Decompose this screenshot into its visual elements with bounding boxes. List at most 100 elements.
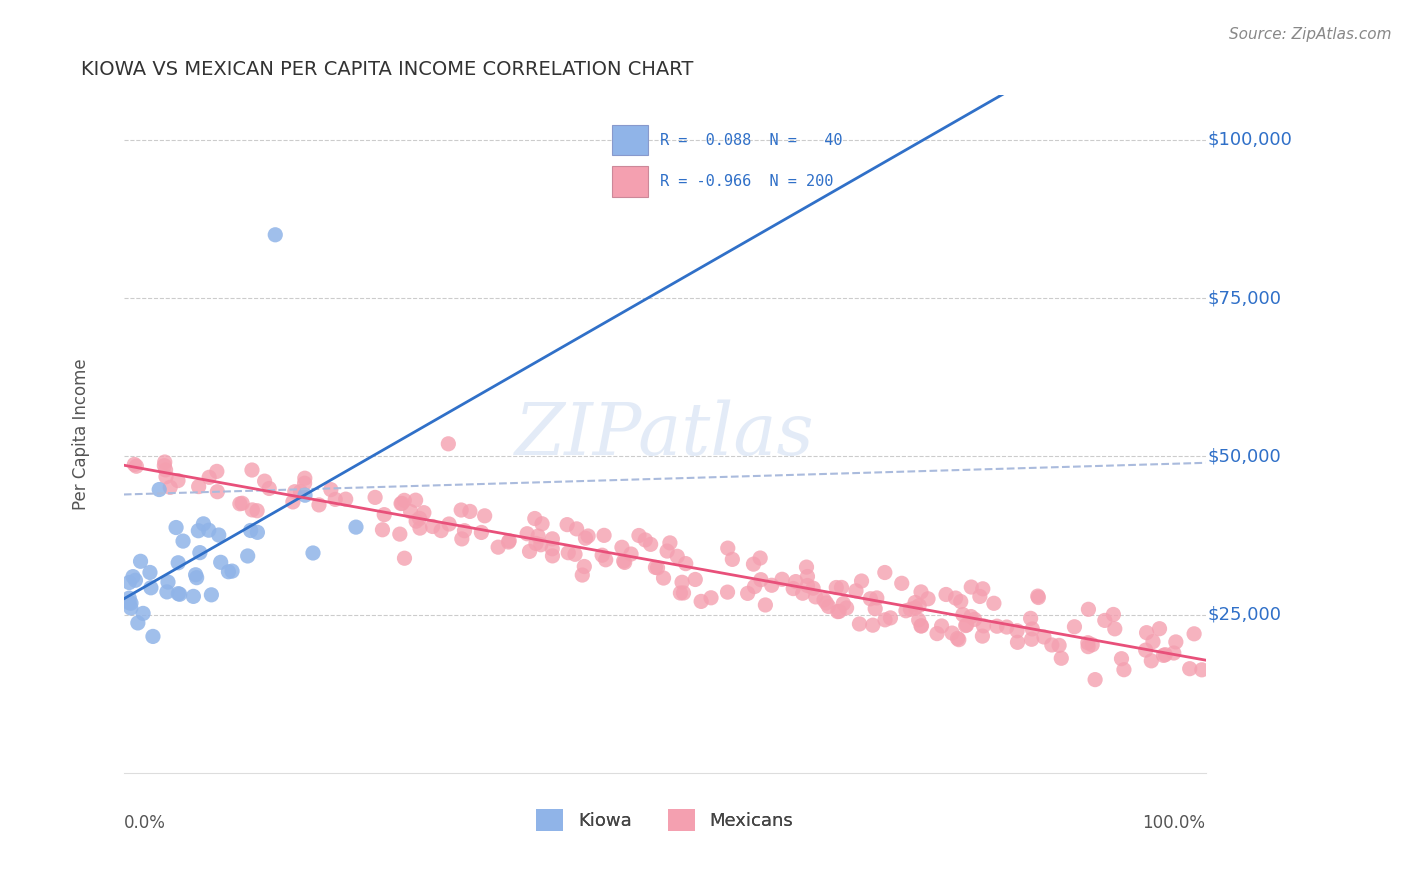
Point <box>801 581 824 595</box>
Point <box>290 484 312 499</box>
Point <box>246 525 269 540</box>
Point <box>209 555 232 569</box>
Point <box>817 599 839 614</box>
Point <box>754 598 776 612</box>
Point <box>925 626 948 640</box>
Point <box>1135 643 1157 657</box>
Point <box>486 540 509 554</box>
Point <box>917 591 939 606</box>
Point <box>188 546 211 560</box>
Point <box>1104 622 1126 636</box>
Point <box>557 546 579 560</box>
Point <box>294 488 316 502</box>
Point <box>574 559 596 574</box>
Point <box>409 521 432 535</box>
Point <box>541 541 564 556</box>
Point <box>910 619 932 633</box>
Point <box>955 618 977 632</box>
Point <box>900 602 922 616</box>
Point <box>851 574 873 588</box>
Point <box>873 566 896 580</box>
Point <box>848 617 870 632</box>
Point <box>1007 635 1029 649</box>
Point <box>1140 654 1163 668</box>
Point <box>142 629 165 643</box>
Point <box>1094 614 1116 628</box>
Point <box>453 524 475 538</box>
Point <box>527 529 550 543</box>
Point <box>498 533 520 548</box>
Point <box>167 474 190 488</box>
Point <box>264 227 287 242</box>
Point <box>1149 622 1171 636</box>
Text: 0.0%: 0.0% <box>124 814 166 832</box>
Point <box>118 575 141 590</box>
Point <box>1021 632 1043 647</box>
Point <box>450 532 472 546</box>
Point <box>187 479 209 493</box>
Point <box>1028 591 1050 605</box>
Point <box>770 572 793 586</box>
Point <box>408 511 430 525</box>
Point <box>120 596 142 610</box>
Point <box>640 537 662 551</box>
Point <box>737 586 759 600</box>
Point <box>458 504 481 518</box>
Point <box>627 528 650 542</box>
Point <box>960 609 983 624</box>
Point <box>205 464 228 478</box>
Point <box>904 595 927 609</box>
Point <box>1084 673 1107 687</box>
Point <box>394 493 416 508</box>
Point <box>240 503 263 517</box>
Point <box>831 581 853 595</box>
Legend: Kiowa, Mexicans: Kiowa, Mexicans <box>529 802 800 838</box>
Point <box>120 601 142 615</box>
Point <box>666 549 689 564</box>
Point <box>952 607 974 622</box>
Point <box>184 567 207 582</box>
Point <box>949 594 972 608</box>
Point <box>1135 625 1157 640</box>
Point <box>531 516 554 531</box>
Point <box>153 455 176 469</box>
Point <box>785 574 807 589</box>
Point <box>1154 648 1177 662</box>
Point <box>524 536 547 550</box>
Point <box>399 505 422 519</box>
Point <box>156 585 179 599</box>
Point <box>960 580 983 594</box>
Point <box>165 520 187 534</box>
Point <box>1081 638 1104 652</box>
Point <box>655 544 678 558</box>
Point <box>335 492 357 507</box>
Point <box>193 516 215 531</box>
Point <box>945 591 967 605</box>
Point <box>1102 607 1125 622</box>
Text: $25,000: $25,000 <box>1208 606 1282 624</box>
Point <box>866 591 889 605</box>
Point <box>319 483 342 497</box>
Point <box>716 585 738 599</box>
Point <box>983 596 1005 610</box>
Point <box>879 611 901 625</box>
Point <box>371 523 394 537</box>
Point <box>782 582 804 596</box>
Point <box>125 459 148 474</box>
Point <box>749 551 772 566</box>
Point <box>904 600 927 615</box>
Point <box>308 498 330 512</box>
Point <box>217 565 239 579</box>
Point <box>658 536 681 550</box>
Point <box>118 596 141 610</box>
Point <box>541 532 564 546</box>
Point <box>948 632 970 647</box>
Point <box>1111 651 1133 665</box>
Point <box>700 591 723 605</box>
Point <box>294 476 316 491</box>
Point <box>595 553 617 567</box>
Point <box>541 549 564 563</box>
Point <box>671 575 693 590</box>
Point <box>941 626 963 640</box>
Point <box>955 618 977 632</box>
